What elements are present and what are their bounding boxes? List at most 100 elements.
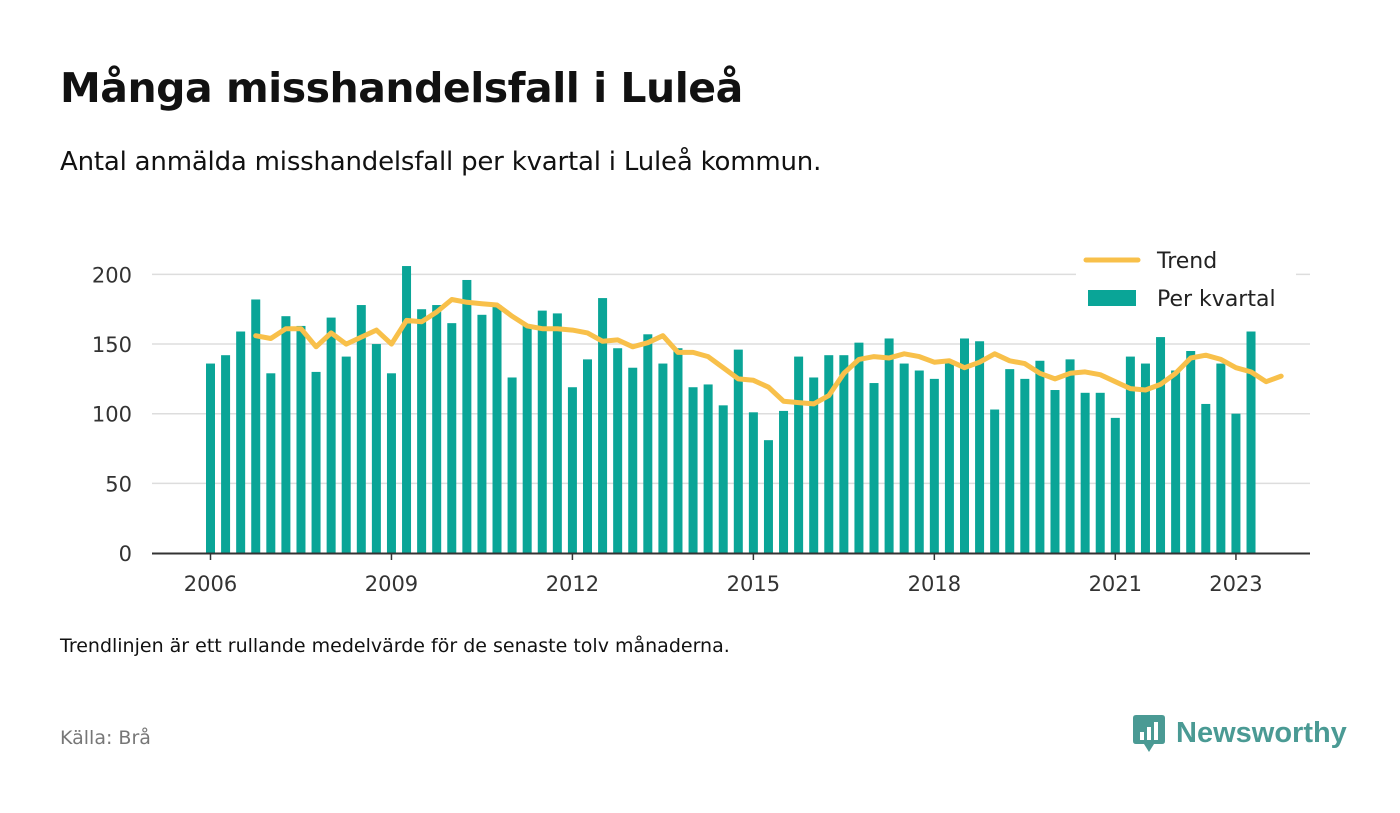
bar — [583, 359, 592, 553]
bar — [1050, 390, 1060, 553]
bar — [658, 363, 668, 553]
bar — [628, 367, 638, 553]
bar — [673, 348, 683, 553]
brand-name: Newsworthy — [1176, 716, 1347, 749]
bar — [824, 355, 834, 553]
bar — [899, 363, 909, 553]
legend-background — [1076, 240, 1296, 322]
bar — [281, 316, 291, 553]
y-tick-label: 100 — [92, 403, 132, 427]
bar — [477, 314, 487, 553]
bar — [311, 371, 321, 553]
bar — [206, 363, 215, 553]
x-axis-ticks: 2006 2009 2012 2015 2018 2021 2023 — [184, 553, 1263, 596]
x-tick-label: 2009 — [365, 572, 418, 596]
bar — [733, 349, 743, 553]
bar — [1020, 378, 1030, 553]
bar — [1095, 392, 1105, 553]
bar — [929, 378, 939, 553]
bar — [462, 279, 472, 553]
legend: Trend Per kvartal — [1076, 240, 1296, 322]
bar — [251, 299, 261, 553]
legend-label-per-kvartal: Per kvartal — [1157, 287, 1276, 312]
bar — [688, 387, 698, 553]
bar — [763, 440, 773, 553]
bar — [447, 323, 457, 553]
bar — [492, 305, 502, 553]
bar — [221, 355, 231, 553]
bar — [598, 298, 608, 553]
brand-logo[interactable]: Newsworthy — [1132, 712, 1347, 754]
bar — [1005, 369, 1015, 553]
x-tick-label: 2021 — [1089, 572, 1142, 596]
bar — [371, 344, 381, 553]
bar — [1201, 403, 1211, 553]
bar — [522, 325, 532, 553]
bar — [507, 377, 517, 553]
bar — [1231, 413, 1241, 553]
bar — [1140, 363, 1150, 553]
y-tick-label: 0 — [119, 542, 132, 566]
bar — [1246, 331, 1256, 553]
bar — [1065, 359, 1075, 553]
bar — [537, 310, 547, 553]
bar — [1171, 370, 1181, 553]
bar — [884, 338, 894, 553]
bar — [1125, 356, 1135, 553]
bar — [432, 305, 442, 553]
bar — [1156, 337, 1166, 553]
bar — [839, 355, 849, 553]
y-tick-label: 150 — [92, 333, 132, 357]
trend-note: Trendlinjen är ett rullande medelvärde f… — [60, 635, 730, 657]
bar — [990, 409, 1000, 553]
trend-line — [253, 297, 1284, 407]
newsworthy-chart-bubble-icon — [1133, 715, 1165, 752]
bar — [809, 377, 819, 553]
bar — [402, 266, 412, 553]
bar — [914, 370, 924, 553]
source-label: Källa: Brå — [60, 727, 151, 749]
bar — [779, 410, 789, 553]
bar — [356, 305, 366, 553]
x-tick-label: 2018 — [908, 572, 961, 596]
bar — [869, 383, 879, 553]
chart-subtitle: Antal anmälda misshandelsfall per kvarta… — [60, 147, 822, 177]
bar — [417, 309, 427, 553]
y-tick-label: 200 — [92, 263, 132, 287]
legend-label-trend: Trend — [1156, 249, 1217, 274]
bar — [386, 373, 396, 553]
bar — [567, 387, 577, 553]
bar — [960, 338, 969, 553]
bar — [1080, 392, 1090, 553]
bar — [326, 317, 336, 553]
bar — [341, 356, 351, 553]
bar — [854, 342, 864, 553]
bar — [643, 334, 653, 553]
x-tick-label: 2012 — [546, 572, 599, 596]
bar — [1035, 360, 1045, 553]
bar — [1216, 363, 1226, 553]
chart-title: Många misshandelsfall i Luleå — [60, 64, 743, 112]
y-axis-ticks: 0 50 100 150 200 — [92, 263, 132, 566]
bar — [1110, 417, 1120, 553]
bar — [266, 373, 276, 553]
bar — [613, 348, 623, 553]
bar-series — [206, 266, 1256, 553]
x-tick-label: 2006 — [184, 572, 237, 596]
trend-series — [253, 297, 1284, 407]
bar — [552, 313, 562, 553]
bar — [748, 412, 758, 553]
bar — [975, 341, 985, 553]
bar — [236, 331, 246, 553]
bar — [1186, 351, 1196, 553]
x-tick-label: 2015 — [727, 572, 780, 596]
legend-swatch-per-kvartal — [1088, 290, 1136, 306]
bar — [296, 325, 306, 553]
x-tick-label: 2023 — [1209, 572, 1262, 596]
y-tick-label: 50 — [105, 472, 132, 496]
bar — [703, 384, 713, 553]
bar — [794, 356, 804, 553]
bar — [718, 405, 728, 553]
bar — [944, 362, 954, 553]
